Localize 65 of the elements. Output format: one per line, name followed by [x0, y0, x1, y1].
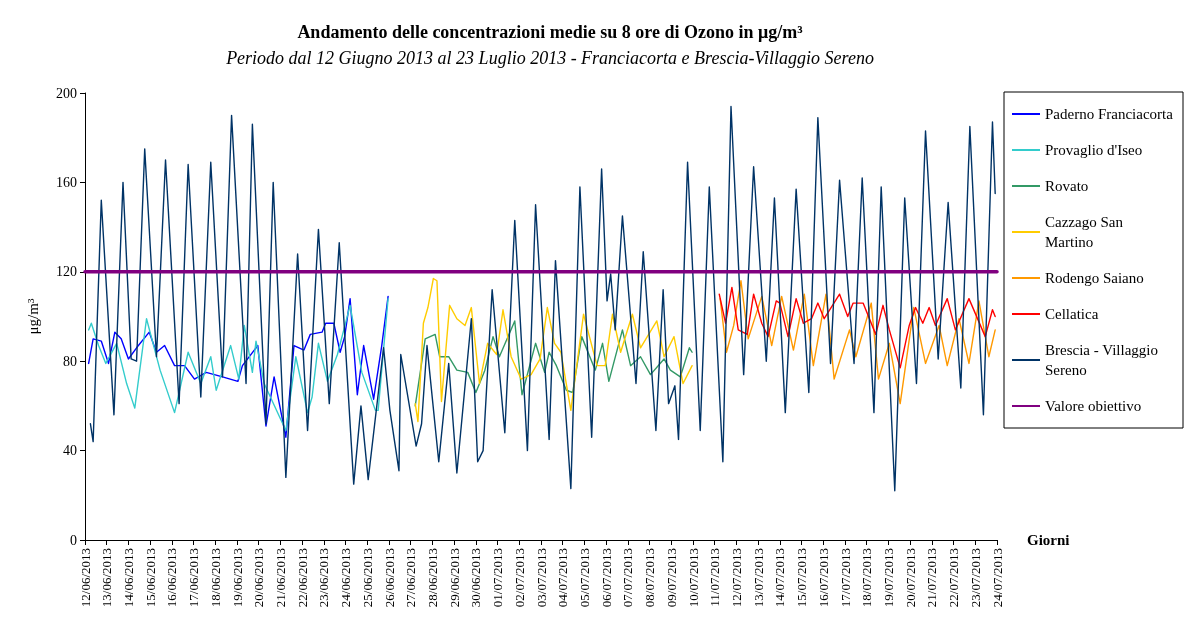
x-axis-title: Giorni	[1027, 532, 1070, 548]
x-tick-label: 13/07/2013	[750, 548, 766, 608]
x-tick-label: 30/06/2013	[468, 548, 484, 608]
line-series	[718, 286, 996, 369]
line-series	[414, 277, 693, 423]
x-tick-label: 19/07/2013	[880, 548, 896, 608]
legend-label: Cellatica	[1045, 306, 1099, 322]
chart-subtitle: Periodo dal 12 Giugno 2013 al 23 Luglio 2013 - Franciacorta e Brescia-Villaggio Sereno	[225, 48, 874, 68]
x-tick-label: 26/06/2013	[381, 548, 397, 608]
legend-label: Rovato	[1045, 178, 1089, 194]
legend-label: Cazzago San Martino	[1045, 214, 1127, 250]
x-tick-label: 14/06/2013	[120, 548, 136, 608]
x-tick-label: 14/07/2013	[772, 548, 788, 608]
x-tick-label: 18/07/2013	[859, 548, 875, 608]
legend-label: Provaglio d'Iseo	[1045, 142, 1143, 158]
x-tick-label: 24/06/2013	[338, 548, 354, 608]
x-tick-label: 15/06/2013	[142, 548, 158, 608]
x-tick-label: 04/07/2013	[555, 548, 571, 608]
x-tick-label: 23/06/2013	[316, 548, 332, 608]
x-tick-label: 15/07/2013	[794, 548, 810, 608]
y-tick-label: 0	[70, 532, 77, 548]
x-tick-label: 12/07/2013	[728, 548, 744, 608]
x-tick-label: 03/07/2013	[533, 548, 549, 608]
x-tick-label: 01/07/2013	[490, 548, 506, 608]
x-tick-label: 17/06/2013	[186, 548, 202, 608]
x-tick-label: 09/07/2013	[663, 548, 679, 608]
x-tick-label: 07/07/2013	[620, 548, 636, 608]
y-tick-label: 40	[63, 443, 77, 459]
x-tick-label: 12/06/2013	[77, 548, 93, 608]
line-series	[89, 105, 996, 492]
x-tick-label: 20/06/2013	[251, 548, 267, 608]
x-tick-label: 05/07/2013	[576, 548, 592, 608]
x-tick-label: 25/06/2013	[359, 548, 375, 608]
x-tick-label: 22/06/2013	[294, 548, 310, 608]
legend-label: Valore obiettivo	[1045, 398, 1142, 414]
x-tick-label: 10/07/2013	[685, 548, 701, 608]
x-tick-label: 21/07/2013	[924, 548, 940, 608]
y-tick-label: 80	[63, 353, 77, 369]
legend-label: Rodengo Saiano	[1045, 270, 1144, 286]
x-tick-label: 19/06/2013	[229, 548, 245, 608]
x-tick-label: 24/07/2013	[989, 548, 1005, 608]
x-tick-label: 08/07/2013	[642, 548, 658, 608]
x-tick-label: 16/07/2013	[815, 548, 831, 608]
x-tick-label: 16/06/2013	[164, 548, 180, 608]
x-tick-label: 13/06/2013	[99, 548, 115, 608]
y-tick-label: 120	[56, 264, 77, 280]
x-tick-label: 02/07/2013	[511, 548, 527, 608]
legend-label: Brescia - Villaggio Sereno	[1045, 342, 1162, 378]
x-tick-label: 27/06/2013	[403, 548, 419, 608]
x-tick-label: 17/07/2013	[837, 548, 853, 608]
x-tick-label: 11/07/2013	[707, 548, 723, 607]
x-tick-label: 06/07/2013	[598, 548, 614, 608]
y-tick-label: 200	[56, 85, 77, 101]
x-tick-label: 22/07/2013	[946, 548, 962, 608]
x-tick-label: 23/07/2013	[967, 548, 983, 608]
legend-label: Paderno Franciacorta	[1045, 106, 1174, 122]
y-axis-title: μg/m³	[24, 298, 41, 335]
x-tick-label: 21/06/2013	[272, 548, 288, 608]
x-tick-label: 28/06/2013	[424, 548, 440, 608]
x-tick-label: 29/06/2013	[446, 548, 462, 608]
chart-title: Andamento delle concentrazioni medie su 8 ore di Ozono in μg/m³	[297, 22, 804, 42]
line-series	[719, 280, 996, 405]
x-tick-label: 20/07/2013	[902, 548, 918, 608]
y-tick-label: 160	[56, 174, 77, 190]
x-tick-label: 18/06/2013	[207, 548, 223, 608]
